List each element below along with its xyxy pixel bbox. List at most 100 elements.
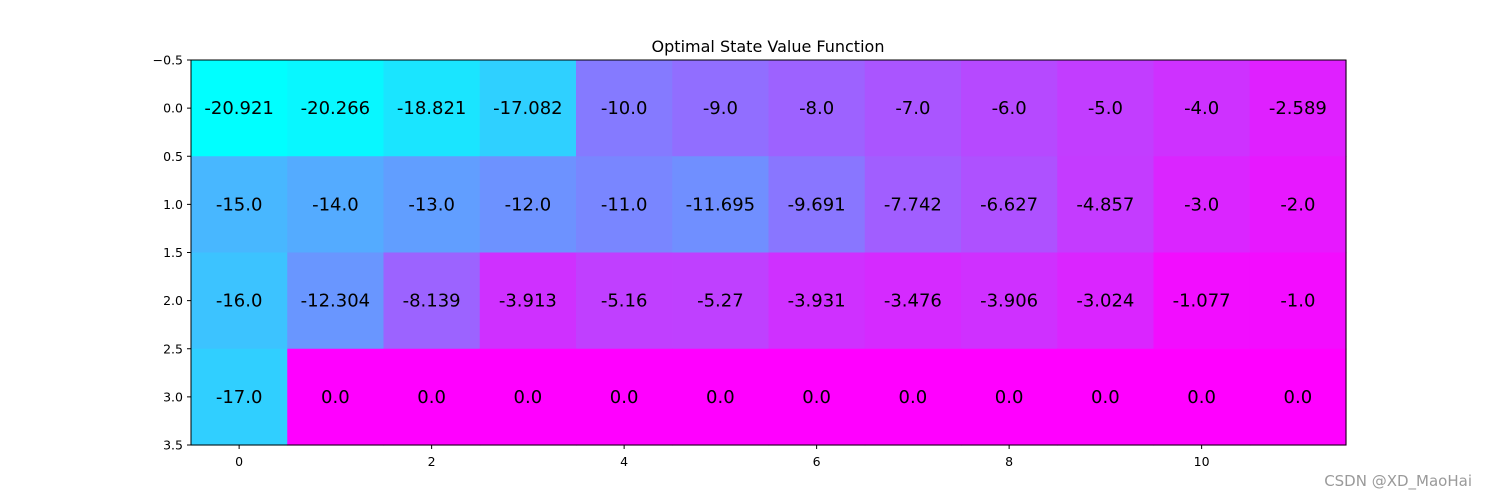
heatmap-cell bbox=[191, 252, 288, 350]
cell-value-label: -2.589 bbox=[1269, 98, 1327, 119]
heatmap-cells bbox=[191, 60, 1347, 446]
cell-value-label: -3.0 bbox=[1184, 194, 1219, 215]
cell-value-label: -11.695 bbox=[686, 194, 755, 215]
heatmap-cell bbox=[1057, 348, 1155, 446]
cell-value-label: -20.921 bbox=[204, 98, 273, 119]
heatmap-cell bbox=[383, 348, 481, 446]
x-tick-label: 8 bbox=[1005, 454, 1013, 469]
cell-value-label: 0.0 bbox=[610, 387, 639, 408]
heatmap-cell bbox=[1057, 156, 1155, 254]
heatmap-cell bbox=[672, 60, 770, 157]
cell-value-label: 0.0 bbox=[802, 387, 831, 408]
cell-value-label: 0.0 bbox=[514, 387, 543, 408]
cell-value-label: -3.913 bbox=[499, 291, 557, 312]
chart-title: Optimal State Value Function bbox=[652, 37, 885, 56]
heatmap-cell bbox=[479, 156, 577, 254]
y-tick-label: 0.5 bbox=[163, 149, 183, 164]
heatmap-cell bbox=[1057, 252, 1155, 350]
heatmap-cell bbox=[576, 252, 673, 350]
heatmap-cell bbox=[287, 252, 385, 350]
x-tick-label: 4 bbox=[620, 454, 628, 469]
heatmap-cell bbox=[576, 348, 673, 446]
heatmap-cell bbox=[383, 252, 481, 350]
heatmap-cell bbox=[191, 348, 288, 446]
y-tick-label: 1.5 bbox=[163, 245, 183, 260]
heatmap-cell bbox=[287, 60, 385, 157]
y-tick-label: 3.5 bbox=[163, 438, 183, 453]
cell-value-label: 0.0 bbox=[1284, 387, 1313, 408]
heatmap-cell bbox=[1153, 156, 1251, 254]
heatmap-cell bbox=[383, 156, 481, 254]
heatmap-cell bbox=[961, 156, 1058, 254]
watermark-text: CSDN @XD_MaoHai bbox=[1324, 472, 1472, 490]
heatmap-cell bbox=[191, 60, 288, 157]
heatmap-cell bbox=[672, 348, 770, 446]
cell-value-label: -10.0 bbox=[601, 98, 648, 119]
heatmap-cell bbox=[1249, 348, 1347, 446]
cell-value-label: -18.821 bbox=[397, 98, 466, 119]
cell-value-label: -5.27 bbox=[697, 291, 744, 312]
cell-value-label: -20.266 bbox=[301, 98, 370, 119]
cell-value-label: -16.0 bbox=[216, 291, 263, 312]
heatmap-cell bbox=[1153, 60, 1251, 157]
heatmap-cell bbox=[961, 60, 1058, 157]
cell-value-label: 0.0 bbox=[417, 387, 446, 408]
heatmap-cell bbox=[191, 156, 288, 254]
heatmap-cell bbox=[383, 60, 481, 157]
cell-value-label: -5.0 bbox=[1088, 98, 1123, 119]
cell-value-label: -1.0 bbox=[1280, 291, 1315, 312]
x-tick-label: 6 bbox=[813, 454, 821, 469]
cell-value-label: -7.742 bbox=[884, 194, 942, 215]
heatmap-cell bbox=[287, 348, 385, 446]
cell-value-label: -17.0 bbox=[216, 387, 263, 408]
cell-value-label: -5.16 bbox=[601, 291, 648, 312]
cell-value-label: -17.082 bbox=[493, 98, 562, 119]
heatmap-cell bbox=[479, 348, 577, 446]
heatmap-cell bbox=[576, 60, 673, 157]
cell-value-label: 0.0 bbox=[899, 387, 928, 408]
cell-value-label: -2.0 bbox=[1280, 194, 1315, 215]
cell-value-label: -9.0 bbox=[703, 98, 738, 119]
x-tick-label: 10 bbox=[1194, 454, 1210, 469]
cell-value-label: 0.0 bbox=[1091, 387, 1120, 408]
heatmap-cell bbox=[287, 156, 385, 254]
cell-value-label: -4.0 bbox=[1184, 98, 1219, 119]
cell-value-label: -8.0 bbox=[799, 98, 834, 119]
cell-value-label: -1.077 bbox=[1173, 291, 1231, 312]
heatmap-cell bbox=[961, 348, 1058, 446]
heatmap-cell-labels: -20.921 -20.266 -18.821 -17.082 -10.0 -9.0 -8.… bbox=[204, 98, 1327, 408]
y-tick-label: 1.0 bbox=[163, 197, 183, 212]
cell-value-label: -12.0 bbox=[505, 194, 552, 215]
heatmap-cell bbox=[1153, 348, 1251, 446]
x-axis: 0 2 4 6 8 10 bbox=[235, 445, 1210, 469]
cell-value-label: -6.0 bbox=[992, 98, 1027, 119]
heatmap-cell bbox=[864, 348, 962, 446]
cell-value-label: -3.931 bbox=[788, 291, 846, 312]
cell-value-label: -6.627 bbox=[980, 194, 1038, 215]
heatmap-cell bbox=[768, 156, 866, 254]
heatmap-cell bbox=[576, 156, 673, 254]
heatmap-cell bbox=[1249, 60, 1347, 157]
heatmap-cell bbox=[768, 348, 866, 446]
heatmap-cell bbox=[672, 156, 770, 254]
cell-value-label: -7.0 bbox=[895, 98, 930, 119]
cell-value-label: -9.691 bbox=[788, 194, 846, 215]
y-tick-label: 2.0 bbox=[163, 293, 183, 308]
cell-value-label: -3.906 bbox=[980, 291, 1038, 312]
y-tick-label: 0.0 bbox=[163, 101, 183, 116]
x-tick-label: 0 bbox=[235, 454, 243, 469]
cell-value-label: -15.0 bbox=[216, 194, 263, 215]
cell-value-label: -3.476 bbox=[884, 291, 942, 312]
heatmap-cell bbox=[479, 252, 577, 350]
heatmap-cell bbox=[864, 156, 962, 254]
cell-value-label: -12.304 bbox=[301, 291, 370, 312]
heatmap-cell bbox=[768, 252, 866, 350]
heatmap-cell bbox=[1249, 156, 1347, 254]
cell-value-label: 0.0 bbox=[706, 387, 735, 408]
y-axis: −0.5 0.0 0.5 1.0 1.5 2.0 2.5 3.0 3.5 bbox=[153, 53, 191, 453]
cell-value-label: -13.0 bbox=[408, 194, 455, 215]
heatmap-cell bbox=[864, 252, 962, 350]
y-tick-label: 2.5 bbox=[163, 341, 183, 356]
cell-value-label: 0.0 bbox=[1187, 387, 1216, 408]
